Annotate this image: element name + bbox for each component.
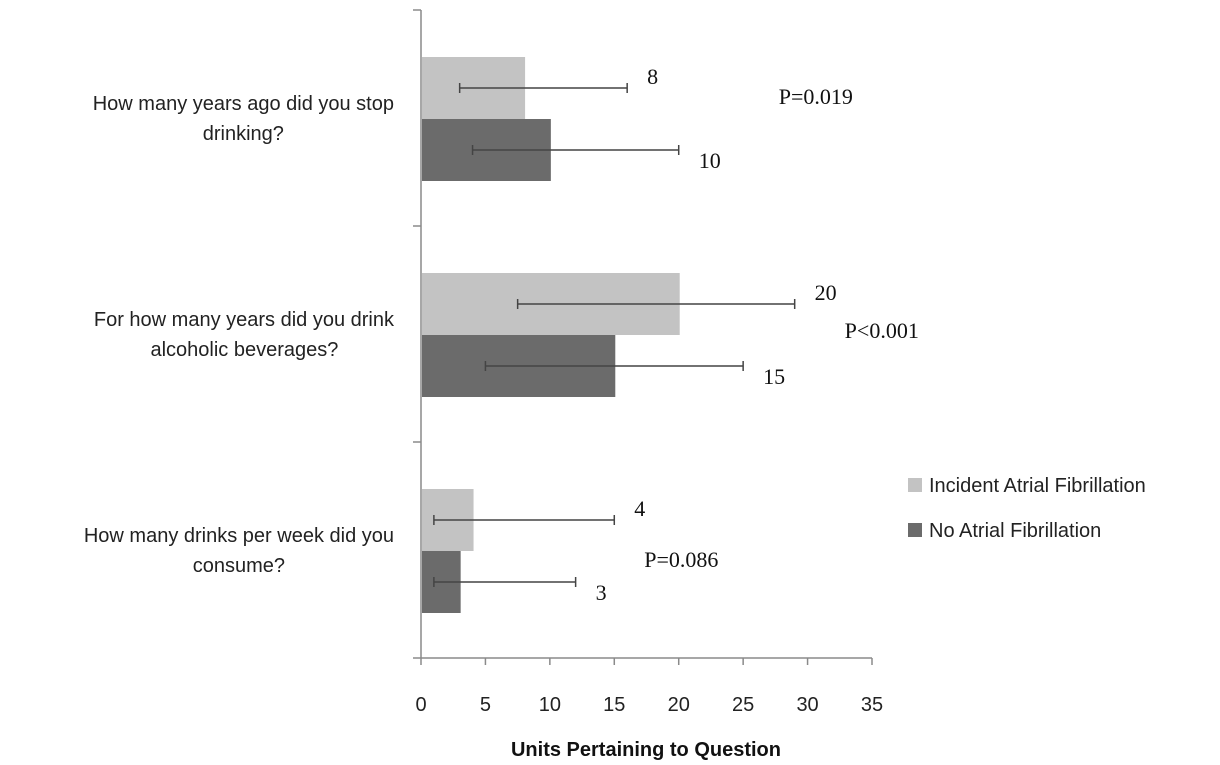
x-axis-title: Units Pertaining to Question (511, 739, 781, 761)
x-tick-label: 5 (480, 694, 491, 716)
data-label: 8 (647, 64, 658, 89)
category-label: alcoholic beverages? (150, 339, 338, 361)
category-label: How many drinks per week did you (84, 525, 394, 547)
x-tick-label: 35 (861, 694, 883, 716)
x-tick-label: 10 (539, 694, 561, 716)
category-label: drinking? (203, 123, 284, 145)
p-value-annotation: P=0.086 (644, 547, 718, 572)
x-tick-label: 15 (603, 694, 625, 716)
category-label: For how many years did you drink (94, 309, 395, 331)
legend-label: No Atrial Fibrillation (929, 520, 1101, 542)
x-tick-label: 0 (415, 694, 426, 716)
category-label: How many years ago did you stop (93, 93, 394, 115)
data-label: 20 (815, 280, 837, 305)
data-label: 3 (596, 580, 607, 605)
x-tick-label: 20 (668, 694, 690, 716)
x-tick-label: 30 (796, 694, 818, 716)
legend-swatch (908, 478, 922, 492)
data-label: 10 (699, 148, 721, 173)
data-label: 15 (763, 364, 785, 389)
p-value-annotation: P<0.001 (845, 318, 919, 343)
p-value-annotation: P=0.019 (779, 84, 853, 109)
data-label: 4 (634, 496, 645, 521)
legend-label: Incident Atrial Fibrillation (929, 475, 1146, 497)
x-tick-label: 25 (732, 694, 754, 716)
legend-swatch (908, 523, 922, 537)
category-label: consume? (193, 555, 285, 577)
